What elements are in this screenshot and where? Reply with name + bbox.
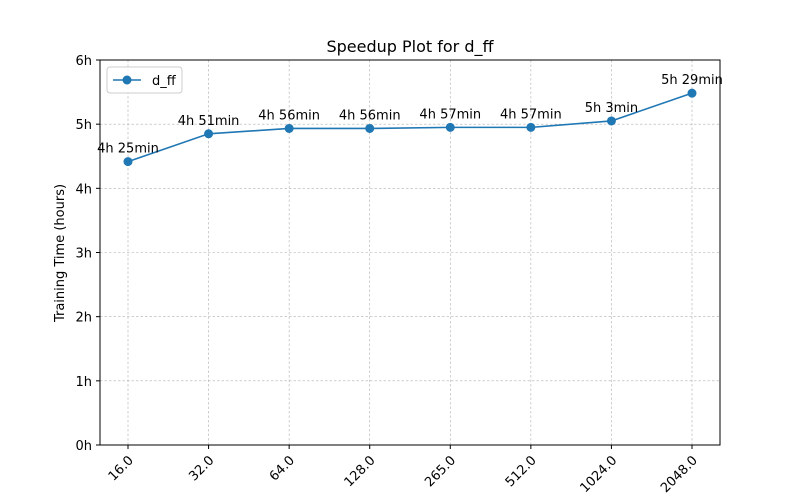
x-tick-label-5: 512.0 — [503, 453, 540, 490]
x-tick-label-4: 265.0 — [422, 453, 459, 490]
data-label-4: 4h 57min — [419, 107, 481, 122]
x-tick-label-0: 16.0 — [106, 453, 137, 484]
data-label-6: 5h 3min — [585, 101, 638, 116]
y-tick-label-3: 3h — [75, 247, 92, 262]
x-tick-label-2: 64.0 — [267, 453, 298, 484]
series-line-d-ff — [127, 92, 693, 163]
data-label-0: 4h 25min — [97, 142, 159, 157]
y-tick-label-4: 4h — [75, 182, 92, 197]
data-point-4 — [445, 122, 455, 132]
data-label-1: 4h 51min — [178, 114, 240, 129]
data-label-7: 5h 29min — [661, 73, 723, 88]
data-point-0 — [123, 157, 133, 167]
y-tick-label-2: 2h — [75, 311, 92, 326]
data-label-3: 4h 56min — [339, 108, 401, 123]
data-point-1 — [204, 129, 214, 139]
data-label-5: 4h 57min — [500, 107, 562, 122]
legend-marker — [122, 75, 132, 85]
y-tick-label-1: 1h — [75, 375, 92, 390]
data-point-3 — [365, 123, 375, 133]
y-axis-label: Training Time (hours) — [53, 184, 68, 323]
data-labels: 4h 25min 4h 51min 4h 56min 4h 56min 4h 57min… — [97, 73, 723, 156]
x-tick-label-3: 128.0 — [342, 453, 379, 490]
x-tick-label-1: 32.0 — [186, 453, 217, 484]
legend: d_ff — [106, 66, 183, 94]
y-tick-label-6: 6h — [75, 54, 92, 69]
data-label-2: 4h 56min — [258, 108, 320, 123]
y-tick-label-0: 0h — [75, 439, 92, 454]
legend-box — [106, 66, 183, 94]
data-point-5 — [526, 122, 536, 132]
data-point-6 — [606, 116, 616, 126]
series-line-layer — [127, 92, 693, 163]
chart-title: Speedup Plot for d_ff — [326, 37, 494, 57]
data-points — [123, 88, 697, 167]
data-point-7 — [687, 88, 697, 98]
x-tick-label-6: 1024.0 — [577, 453, 620, 496]
legend-entry-d-ff: d_ff — [152, 74, 177, 89]
data-point-2 — [284, 123, 294, 133]
x-tick-label-7: 2048.0 — [658, 453, 701, 496]
y-tick-label-5: 5h — [75, 118, 92, 133]
